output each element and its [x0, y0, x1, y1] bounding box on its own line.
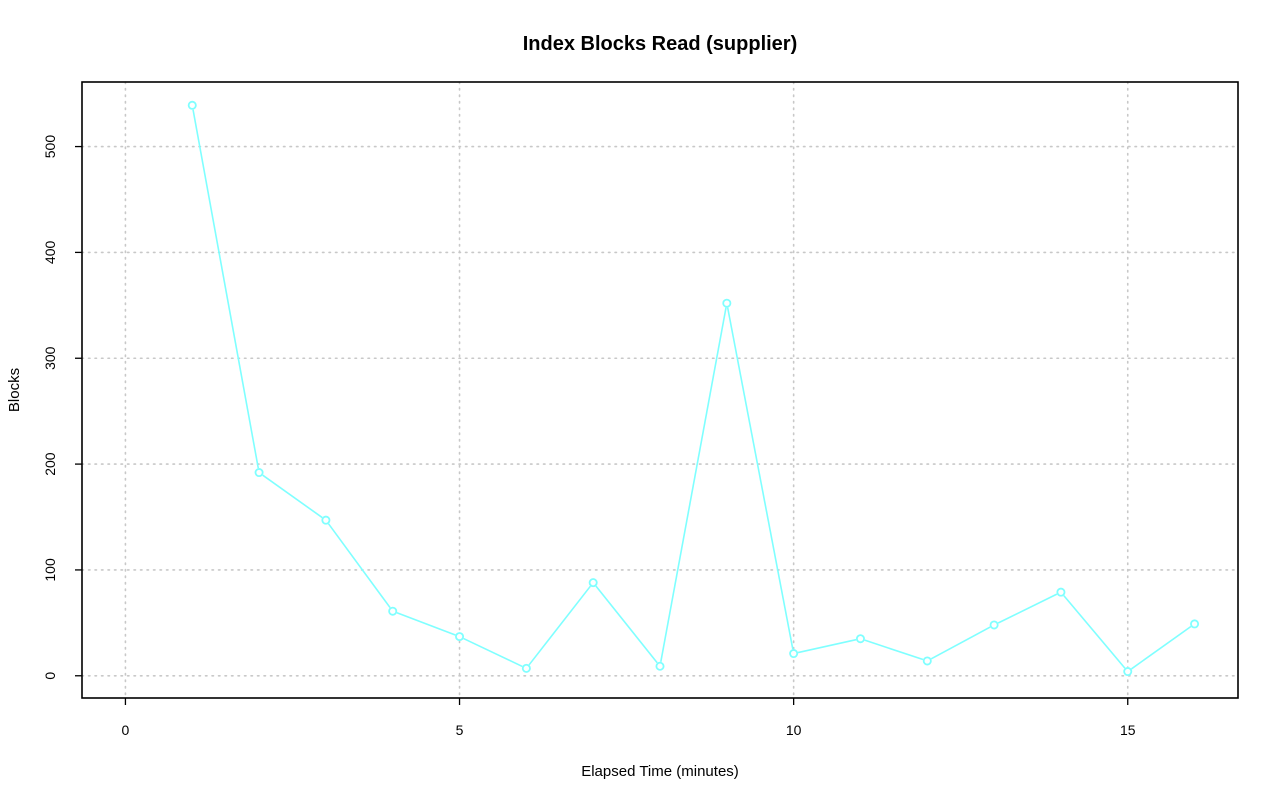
series-line-segment [726, 307, 794, 650]
data-point [989, 620, 999, 630]
series-line-segment [528, 585, 592, 666]
data-point [321, 515, 331, 525]
x-axis: 0 5 10 15 [122, 698, 1136, 738]
data-point [1123, 667, 1133, 677]
series-line-segment [262, 474, 323, 519]
series-line-segment [595, 585, 658, 664]
series-line-segment [1063, 595, 1126, 669]
x-axis-label: Elapsed Time (minutes) [581, 763, 739, 780]
series-layer [187, 100, 1200, 677]
data-point [187, 100, 197, 110]
series-line-segment [797, 638, 857, 654]
series-line-segment [1130, 625, 1192, 670]
data-point [655, 661, 665, 671]
y-tick-label: 400 [42, 241, 58, 265]
series-line-segment [930, 626, 991, 660]
data-point [455, 632, 465, 642]
y-tick-label: 200 [42, 452, 58, 476]
series-line-segment [660, 307, 727, 662]
data-point [922, 656, 932, 666]
data-point [1056, 587, 1066, 597]
series-line-segment [463, 637, 523, 668]
data-point [254, 468, 264, 478]
data-point [588, 578, 598, 588]
y-axis-label: Blocks [6, 368, 23, 412]
plot-frame [81, 81, 1239, 699]
data-point [789, 649, 799, 659]
series-line-segment [864, 639, 924, 661]
x-tick-label: 10 [786, 722, 802, 738]
series-line-segment [327, 523, 391, 609]
data-point [855, 634, 865, 644]
series-line-segment [192, 109, 260, 469]
y-tick-label: 500 [42, 135, 58, 159]
y-tick-label: 100 [42, 558, 58, 582]
x-tick-label: 0 [122, 722, 130, 738]
x-tick-label: 15 [1120, 722, 1136, 738]
data-point [521, 663, 531, 673]
data-point [1190, 619, 1200, 629]
y-tick-label: 300 [42, 346, 58, 370]
data-point [722, 298, 732, 308]
grid [81, 81, 1239, 699]
chart-title: Index Blocks Read (supplier) [523, 33, 798, 55]
series-line-segment [396, 612, 456, 636]
y-axis: 0 100 200 300 400 500 [42, 135, 82, 680]
y-tick-label: 0 [42, 672, 58, 680]
series-line-segment [997, 593, 1058, 624]
x-tick-label: 5 [456, 722, 464, 738]
data-point [388, 606, 398, 616]
